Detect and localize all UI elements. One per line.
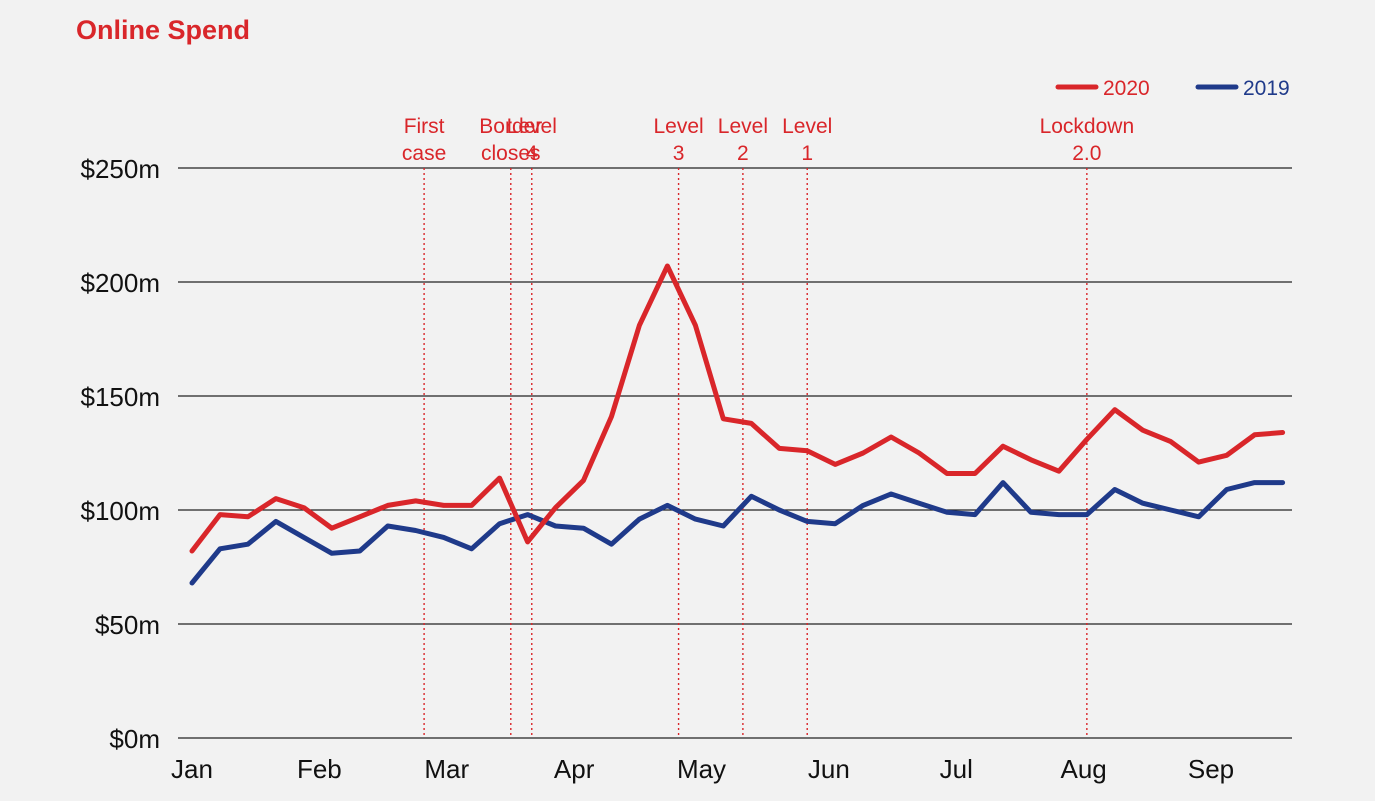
legend-label: 2020 <box>1103 77 1150 100</box>
event-label: 2.0 <box>1072 142 1101 165</box>
legend-label: 2019 <box>1243 77 1290 100</box>
series-line-2019 <box>189 480 1286 586</box>
x-tick-label: Jun <box>808 754 850 784</box>
x-tick-label: Feb <box>297 754 342 784</box>
x-tick-label: May <box>677 754 726 784</box>
event-label: 1 <box>801 142 813 165</box>
event-label: 2 <box>737 142 749 165</box>
event-label: Lockdown <box>1040 115 1135 138</box>
event-label: Border <box>479 115 542 138</box>
x-tick-label: Jan <box>171 754 213 784</box>
y-tick-label: $0m <box>109 724 160 754</box>
series-line-2020 <box>189 263 1286 554</box>
event-label: closes <box>481 142 541 165</box>
event-label: Level <box>653 115 703 138</box>
x-tick-label: Sep <box>1188 754 1234 784</box>
event-label: First <box>404 115 445 138</box>
event-label: 3 <box>673 142 685 165</box>
y-tick-label: $200m <box>81 268 161 298</box>
y-tick-label: $50m <box>95 610 160 640</box>
x-tick-label: Mar <box>424 754 469 784</box>
event-label: Level <box>718 115 768 138</box>
x-tick-label: Aug <box>1060 754 1106 784</box>
event-label: Level <box>507 115 557 138</box>
event-label: case <box>402 142 446 165</box>
event-label: 4 <box>526 142 538 165</box>
y-tick-label: $150m <box>81 382 161 412</box>
y-tick-label: $250m <box>81 154 161 184</box>
x-tick-label: Jul <box>940 754 973 784</box>
event-label: Level <box>782 115 832 138</box>
x-tick-label: Apr <box>554 754 595 784</box>
chart-title: Online Spend <box>76 15 251 45</box>
y-tick-label: $100m <box>81 496 161 526</box>
